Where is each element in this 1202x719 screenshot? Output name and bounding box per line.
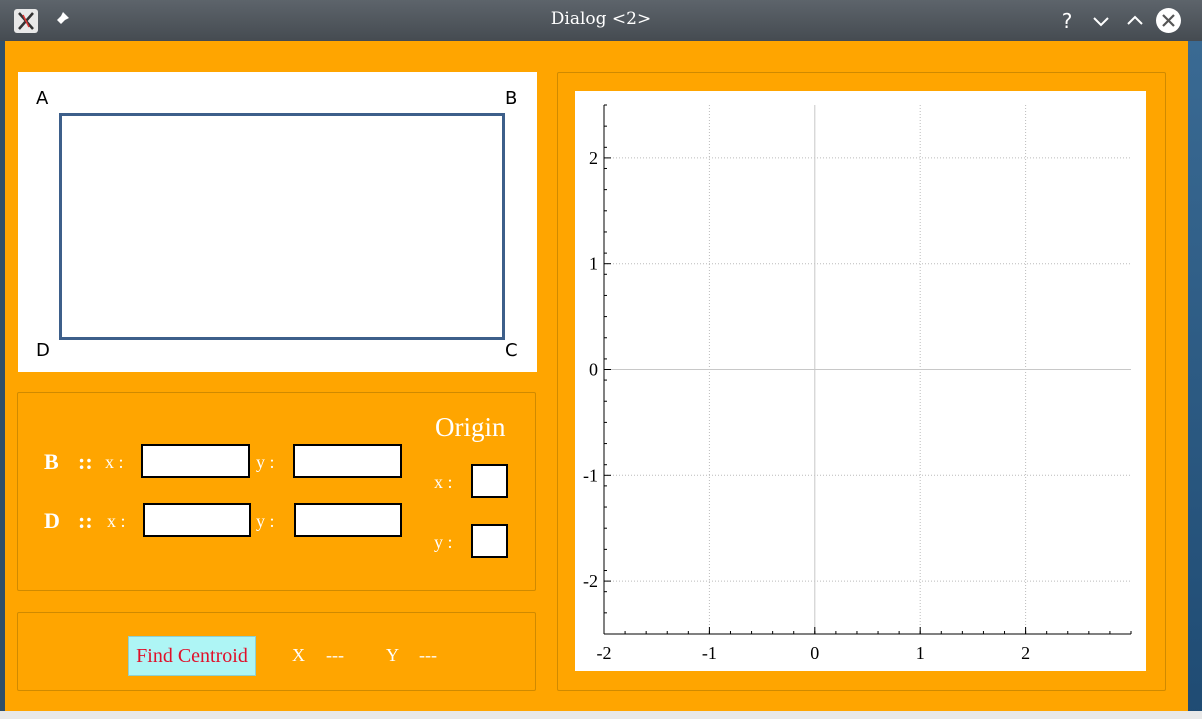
corner-label-c: C <box>505 340 518 361</box>
chevron-up-icon <box>1127 15 1143 25</box>
result-y-value: --- <box>419 645 437 665</box>
origin-title: Origin <box>435 412 506 442</box>
window-title: Dialog <2> <box>550 9 652 29</box>
maximize-button[interactable] <box>1122 8 1148 34</box>
title-bar: Dialog <2> ? <box>0 0 1202 41</box>
point-d-separator: :: <box>78 508 93 533</box>
plot-canvas: -2 -1 0 1 2 -2 -1 0 1 2 <box>583 104 1132 663</box>
close-icon <box>1162 14 1175 27</box>
x-tick-label: 0 <box>810 643 819 663</box>
origin-x-label: x : <box>434 472 453 492</box>
desktop-background <box>1188 41 1202 719</box>
corner-label-d: D <box>36 340 50 361</box>
point-b-x-label: x : <box>105 452 124 472</box>
origin-y-input[interactable] <box>471 524 508 558</box>
y-tick-label: 0 <box>589 360 598 380</box>
y-tick-label: 2 <box>589 148 598 168</box>
help-button[interactable]: ? <box>1061 9 1073 33</box>
plot-panel <box>557 72 1166 691</box>
app-icon[interactable] <box>14 9 38 33</box>
find-centroid-button[interactable]: Find Centroid <box>128 636 256 676</box>
origin-y-label: y : <box>434 532 453 552</box>
close-button[interactable] <box>1156 8 1181 33</box>
point-b-y-input[interactable] <box>293 444 402 478</box>
point-d-y-label: y : <box>256 511 275 531</box>
point-d-y-input[interactable] <box>294 503 402 537</box>
point-b-separator: :: <box>78 449 93 474</box>
result-x-value: --- <box>326 645 344 665</box>
y-tick-label: -2 <box>583 571 598 591</box>
result-panel <box>17 612 536 691</box>
minimize-button[interactable] <box>1088 8 1114 34</box>
dialog-body: A B D C B :: x : y : D :: x : y : Origin… <box>5 41 1188 711</box>
point-b-y-label: y : <box>256 452 275 472</box>
point-d-x-input[interactable] <box>143 503 251 537</box>
corner-label-b: B <box>505 88 518 109</box>
result-y-label: Y <box>386 645 399 665</box>
y-tick-label: -1 <box>583 465 598 485</box>
rectangle-shape <box>59 113 505 340</box>
x-tick-label: 1 <box>916 643 925 663</box>
coordinate-plot[interactable]: -2 -1 0 1 2 -2 -1 0 1 2 <box>575 91 1146 671</box>
corner-label-a: A <box>36 88 49 109</box>
result-x-label: X <box>292 645 305 665</box>
origin-x-input[interactable] <box>471 464 508 498</box>
chevron-down-icon <box>1093 17 1109 27</box>
y-tick-label: 1 <box>589 254 598 274</box>
x-tick-label: 2 <box>1021 643 1030 663</box>
rectangle-diagram: A B D C <box>18 72 537 372</box>
x-tick-label: -2 <box>597 643 612 663</box>
coordinates-panel <box>17 392 536 591</box>
point-b-x-input[interactable] <box>141 444 250 478</box>
window-frame-bottom <box>0 711 1202 719</box>
pin-icon[interactable] <box>50 9 72 31</box>
point-d-label: D <box>44 508 60 533</box>
x-tick-label: -1 <box>702 643 717 663</box>
point-d-x-label: x : <box>107 511 126 531</box>
point-b-label: B <box>44 449 59 474</box>
